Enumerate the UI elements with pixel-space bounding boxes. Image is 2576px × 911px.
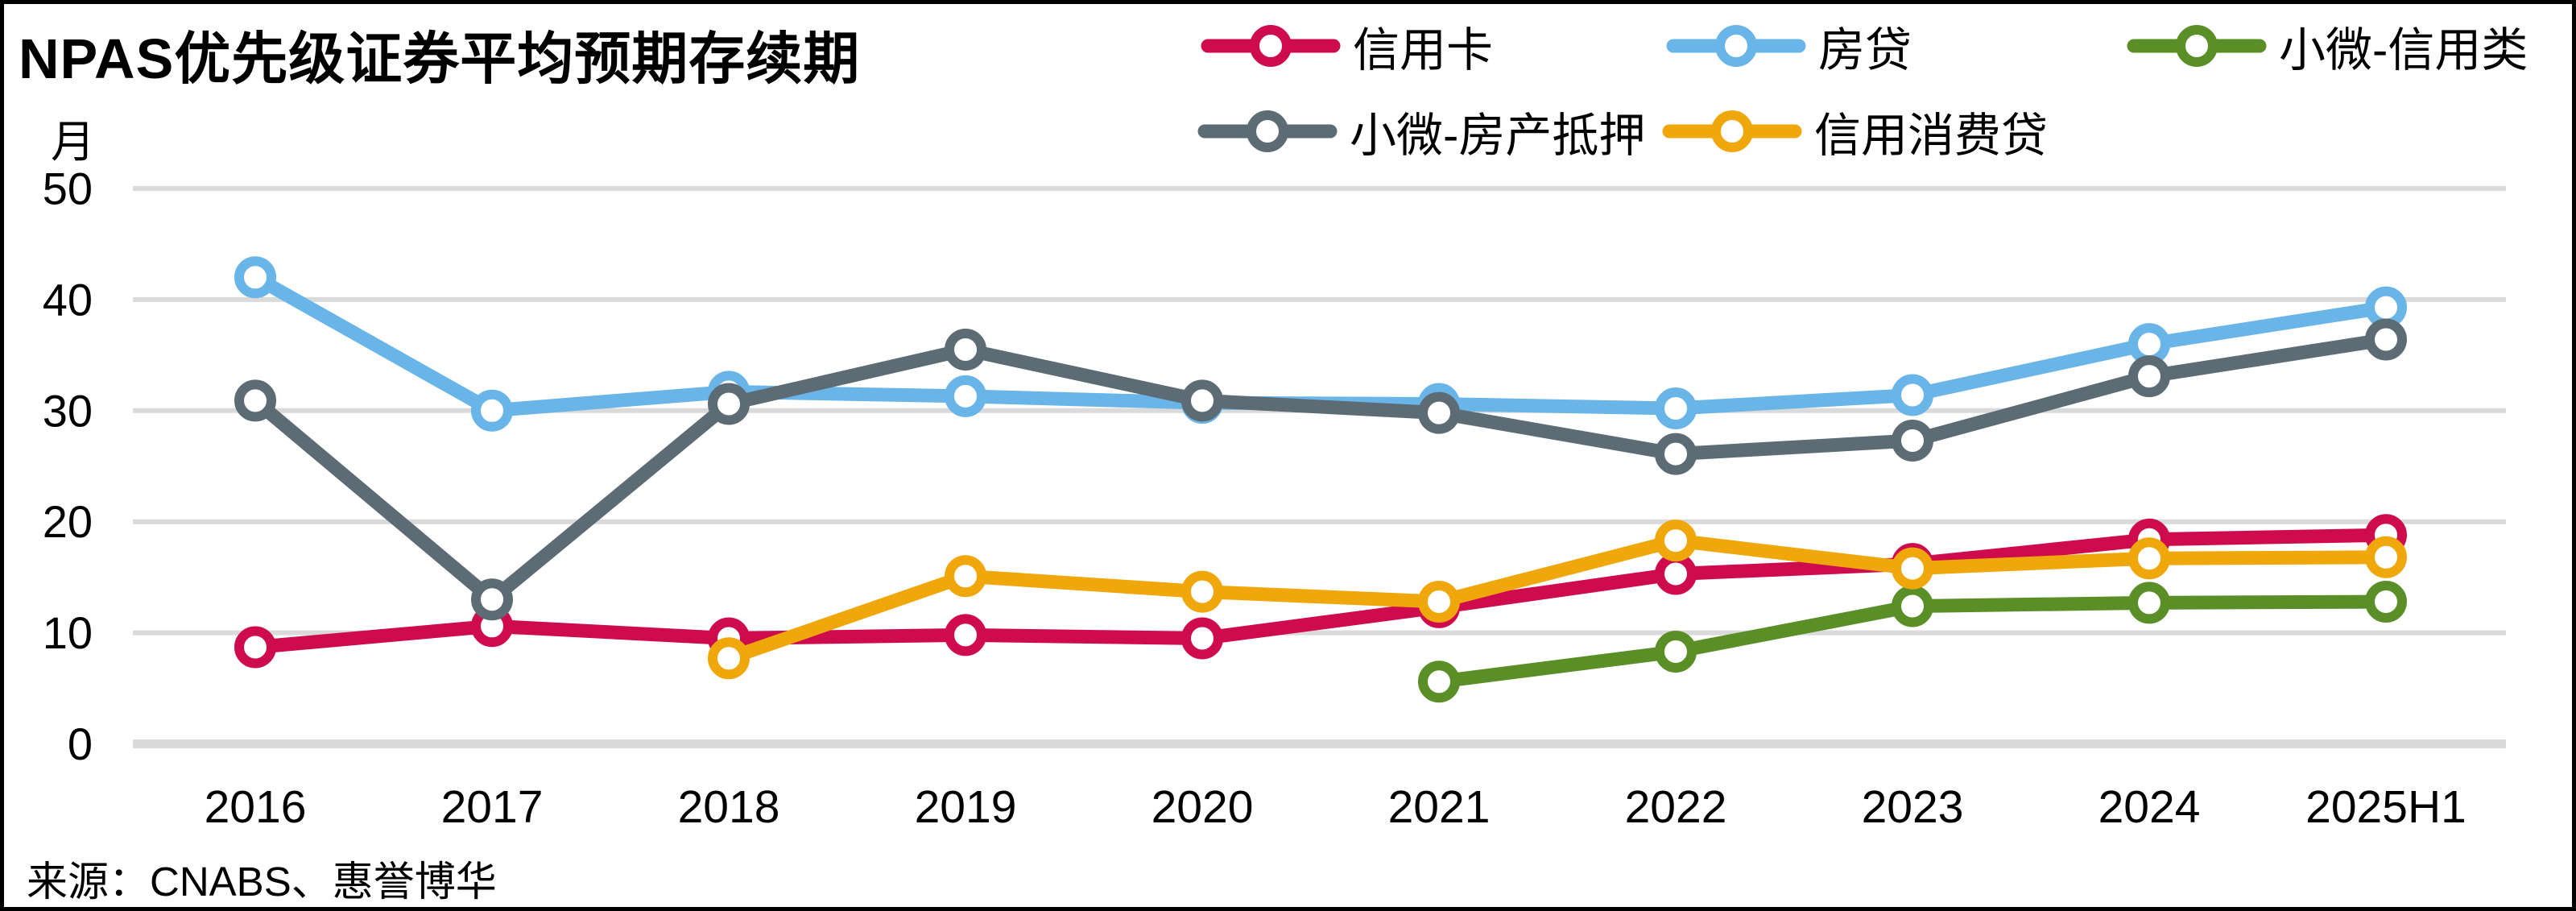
legend-item-credit-card: 信用卡	[1200, 17, 1493, 77]
data-point	[1655, 553, 1697, 595]
x-axis-label-2024: 2024	[2098, 781, 2201, 833]
legend-label-micro-property-mortgage: 小微-房产抵押	[1350, 110, 1646, 162]
data-point	[1181, 570, 1223, 613]
data-point	[945, 555, 986, 598]
line-chart: 50 40 30 20 10 0 2016 2017 2018 2019 2020 2021 2022 2…	[43, 164, 2506, 833]
x-axis-label-2019: 2019	[915, 781, 1017, 833]
data-point	[1181, 379, 1223, 422]
x-axis-label-2017: 2017	[441, 781, 544, 833]
y-axis-tick-50: 50	[43, 164, 93, 214]
data-point	[2128, 582, 2170, 624]
y-axis-tick-30: 30	[43, 385, 93, 436]
series-line-0	[248, 528, 2393, 654]
chart-title: NPAS优先级证券平均预期存续期	[19, 27, 861, 90]
legend-label-micro-credit: 小微-信用类	[2279, 24, 2528, 77]
x-axis-label-2016: 2016	[205, 781, 307, 833]
y-axis-tick-40: 40	[43, 274, 93, 325]
data-point	[2365, 581, 2407, 623]
data-point	[708, 637, 750, 680]
data-point	[471, 389, 513, 432]
legend-item-micro-credit: 小微-信用类	[2126, 17, 2528, 77]
data-point	[1655, 387, 1697, 429]
data-point	[945, 375, 986, 417]
legend-swatch-consumer-credit-loan	[1662, 110, 1802, 152]
legend-label-consumer-credit-loan: 信用消费贷	[1814, 110, 2049, 162]
legend-swatch-micro-credit	[2127, 25, 2267, 67]
data-point	[2128, 355, 2170, 398]
x-axis-label-2020: 2020	[1152, 781, 1254, 833]
data-point	[1655, 520, 1697, 562]
data-point	[1892, 420, 1933, 462]
x-axis-label-2023: 2023	[1862, 781, 1964, 833]
legend-label-mortgage: 房贷	[1818, 24, 1912, 77]
data-point	[1655, 631, 1697, 673]
data-point	[1892, 547, 1933, 590]
y-axis-tick-10: 10	[43, 607, 93, 658]
y-axis-tick-0: 0	[68, 718, 93, 769]
data-point	[1418, 581, 1460, 623]
data-point	[1418, 660, 1460, 703]
data-point	[471, 578, 513, 621]
data-point	[945, 329, 986, 371]
data-point	[945, 614, 986, 656]
data-point	[1655, 433, 1697, 475]
x-axis-label-2025H1: 2025H1	[2305, 781, 2466, 833]
x-axis-label-2021: 2021	[1388, 781, 1491, 833]
series-line-4	[722, 533, 2393, 665]
x-axis-label-2022: 2022	[1625, 781, 1727, 833]
data-point	[234, 626, 276, 669]
y-axis-tick-20: 20	[43, 496, 93, 547]
data-point	[234, 256, 276, 299]
y-axis-unit-label: 月	[51, 117, 96, 167]
source-note: 来源：CNABS、惠誉博华	[27, 859, 497, 905]
legend-item-consumer-credit-loan: 信用消费贷	[1661, 102, 2048, 162]
legend-swatch-credit-card	[1201, 25, 1341, 67]
legend-swatch-mortgage	[1666, 25, 1806, 67]
data-point	[2365, 318, 2407, 361]
series-line-3	[248, 333, 2393, 607]
data-point	[1418, 391, 1460, 434]
data-point	[1892, 585, 1933, 627]
data-point	[1181, 617, 1223, 660]
data-point	[1892, 374, 1933, 416]
data-point	[234, 379, 276, 422]
legend-swatch-micro-property-mortgage	[1197, 110, 1338, 152]
x-axis-label-2018: 2018	[678, 781, 780, 833]
data-point	[708, 383, 750, 425]
legend-item-micro-property-mortgage: 小微-房产抵押	[1197, 102, 1645, 162]
data-point	[2365, 536, 2407, 578]
legend-item-mortgage: 房贷	[1665, 17, 1912, 77]
legend-label-credit-card: 信用卡	[1353, 24, 1494, 77]
data-point	[2128, 537, 2170, 580]
